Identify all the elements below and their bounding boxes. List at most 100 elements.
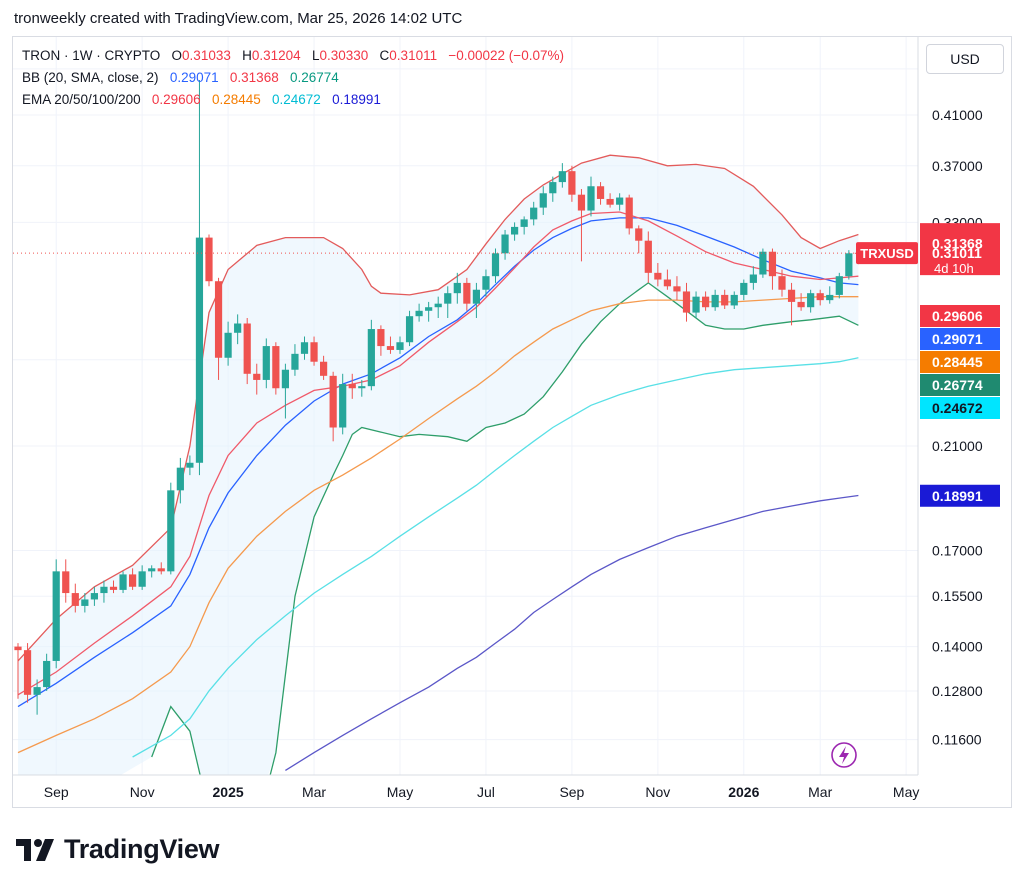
legend-ohlc-row: TRON · 1W · CRYPTO O0.31033 H0.31204 L0.… <box>22 48 564 63</box>
indicator-price-tag <box>920 305 1000 327</box>
bollinger-band-fill <box>18 155 859 775</box>
candle <box>396 336 404 354</box>
candle <box>281 363 289 419</box>
candle-body <box>501 234 509 254</box>
candle-body <box>845 253 853 277</box>
candle-body <box>692 296 700 313</box>
x-axis-tick-label: May <box>893 784 919 800</box>
candle-body <box>434 303 442 308</box>
candle-body <box>549 182 557 194</box>
candle <box>253 363 261 395</box>
candle-body <box>234 323 242 333</box>
candle-body <box>33 687 41 695</box>
legend-high-value: 0.31204 <box>251 48 301 63</box>
currency-button[interactable]: USD <box>926 44 1004 74</box>
candle-body <box>186 462 194 468</box>
candle <box>807 289 815 313</box>
x-axis-tick-label: Mar <box>808 784 832 800</box>
candle <box>300 336 309 360</box>
candle <box>214 277 223 380</box>
candle <box>768 248 777 290</box>
legend-ema-row[interactable]: EMA 20/50/100/200 0.29606 0.28445 0.2467… <box>22 92 381 107</box>
candle <box>778 269 786 297</box>
candle <box>262 338 270 389</box>
candle <box>663 269 671 290</box>
candle-body <box>291 353 299 370</box>
indicator-price-tag-label: 0.24672 <box>932 400 983 416</box>
candle-body <box>463 282 471 304</box>
candle <box>176 457 184 504</box>
candle <box>491 248 500 283</box>
candle-body <box>511 226 519 235</box>
candle-body <box>339 384 347 428</box>
candle-body <box>425 307 433 311</box>
legend-open-label: O <box>171 48 183 63</box>
candle-body <box>587 186 595 211</box>
candle-body <box>654 272 662 280</box>
candle-body <box>816 293 824 301</box>
candle <box>740 279 748 301</box>
candle-body <box>62 571 70 594</box>
legend-bb-row[interactable]: BB (20, SMA, close, 2) 0.29071 0.31368 0… <box>22 70 339 85</box>
candle <box>816 289 824 306</box>
countdown-label: 4d 10h <box>934 261 974 276</box>
candle <box>81 593 89 613</box>
candle <box>90 586 98 606</box>
candle-body <box>405 316 414 343</box>
candle <box>71 583 79 613</box>
candle <box>167 482 175 575</box>
x-axis-tick-label: Mar <box>302 784 326 800</box>
series-line-ema100 <box>132 357 859 758</box>
indicator-price-tag-label: 0.28445 <box>932 354 983 370</box>
legend-ema50-value: 0.28445 <box>211 92 261 107</box>
plot-area <box>13 37 918 775</box>
candle <box>549 176 557 202</box>
candle <box>673 276 681 301</box>
candle <box>339 373 347 435</box>
legend-change: −0.00022 (−0.07%) <box>448 48 564 63</box>
candle-body <box>243 323 251 374</box>
candle-body <box>616 197 624 205</box>
price-tag-label: 0.31368 <box>932 235 983 251</box>
indicator-price-tag-label: 0.29071 <box>932 331 983 347</box>
candle <box>692 291 700 319</box>
indicator-price-tag <box>920 484 1000 507</box>
candle-body <box>577 194 586 211</box>
candle-body <box>367 329 375 387</box>
candle <box>23 643 32 703</box>
lightning-icon <box>831 742 857 768</box>
candle <box>329 371 337 442</box>
chart-caption: tronweekly created with TradingView.com,… <box>14 10 463 27</box>
candle-body <box>377 329 385 347</box>
candle <box>377 325 385 356</box>
candle <box>587 176 595 217</box>
legend-ema200-value: 0.18991 <box>332 92 381 107</box>
candle <box>845 250 853 280</box>
candle-body <box>596 186 605 199</box>
last-price-value: 0.31011 <box>932 245 982 261</box>
candle-body <box>835 276 843 295</box>
candle-body <box>826 294 834 301</box>
candle <box>568 165 576 202</box>
candle-body <box>730 294 738 306</box>
candle-body <box>453 282 461 294</box>
candle <box>234 314 242 345</box>
legend-symbol[interactable]: TRON · 1W · CRYPTO <box>22 48 161 63</box>
legend-bb-upper-value: 0.31368 <box>229 70 279 85</box>
candle <box>100 580 108 603</box>
candle-body <box>635 228 643 241</box>
candle-body <box>214 281 223 358</box>
candle <box>644 231 652 283</box>
candle-body <box>71 593 79 606</box>
candle <box>577 189 586 262</box>
legend-ema-label: EMA 20/50/100/200 <box>22 92 141 107</box>
candle <box>434 296 442 319</box>
candle <box>472 282 480 319</box>
indicator-price-tag <box>920 374 1000 396</box>
candle-body <box>606 198 614 205</box>
candle-body <box>768 251 777 277</box>
candle <box>224 321 232 366</box>
symbol-tag-box <box>856 242 918 265</box>
candle-body <box>90 593 98 600</box>
